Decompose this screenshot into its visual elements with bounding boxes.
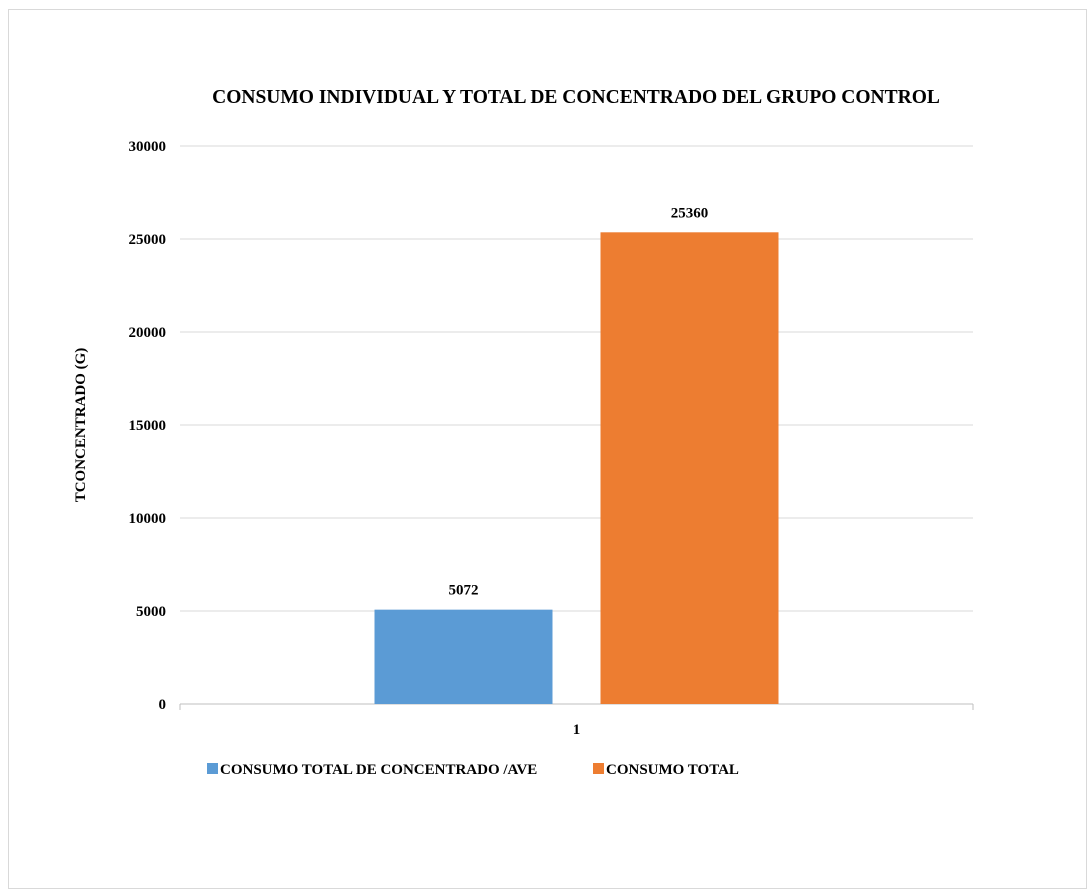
chart-title: CONSUMO INDIVIDUAL Y TOTAL DE CONCENTRAD…: [212, 87, 940, 108]
data-labels: 5072 25360: [449, 205, 709, 598]
y-axis-ticks: 0 5000 10000 15000 20000 25000 30000: [129, 139, 167, 713]
bar-consumo-total: [600, 232, 779, 704]
data-label: 5072: [449, 583, 479, 599]
legend-label: CONSUMO TOTAL DE CONCENTRADO /AVE: [220, 762, 537, 778]
x-axis-ticks: 1: [179, 704, 974, 738]
y-tick-label: 5000: [136, 604, 166, 620]
y-tick-label: 0: [159, 697, 167, 713]
x-tick-label: 1: [573, 722, 581, 738]
legend-swatch: [207, 763, 218, 774]
gridlines: [180, 145, 973, 705]
y-tick-label: 25000: [129, 232, 167, 248]
bar-chart: CONSUMO INDIVIDUAL Y TOTAL DE CONCENTRAD…: [73, 87, 974, 778]
bars: [374, 232, 779, 704]
data-label: 25360: [671, 205, 709, 221]
legend-swatch: [593, 763, 604, 774]
y-tick-label: 20000: [129, 325, 167, 341]
bar-consumo-por-ave: [374, 609, 553, 704]
y-tick-label: 10000: [129, 511, 167, 527]
y-tick-label: 30000: [129, 139, 167, 155]
chart-container: CONSUMO INDIVIDUAL Y TOTAL DE CONCENTRAD…: [8, 9, 1087, 889]
y-tick-label: 15000: [129, 418, 167, 434]
legend: CONSUMO TOTAL DE CONCENTRADO /AVE CONSUMO…: [207, 762, 739, 778]
legend-label: CONSUMO TOTAL: [606, 762, 739, 778]
y-axis-title: TCONCENTRADO (G): [73, 348, 89, 503]
